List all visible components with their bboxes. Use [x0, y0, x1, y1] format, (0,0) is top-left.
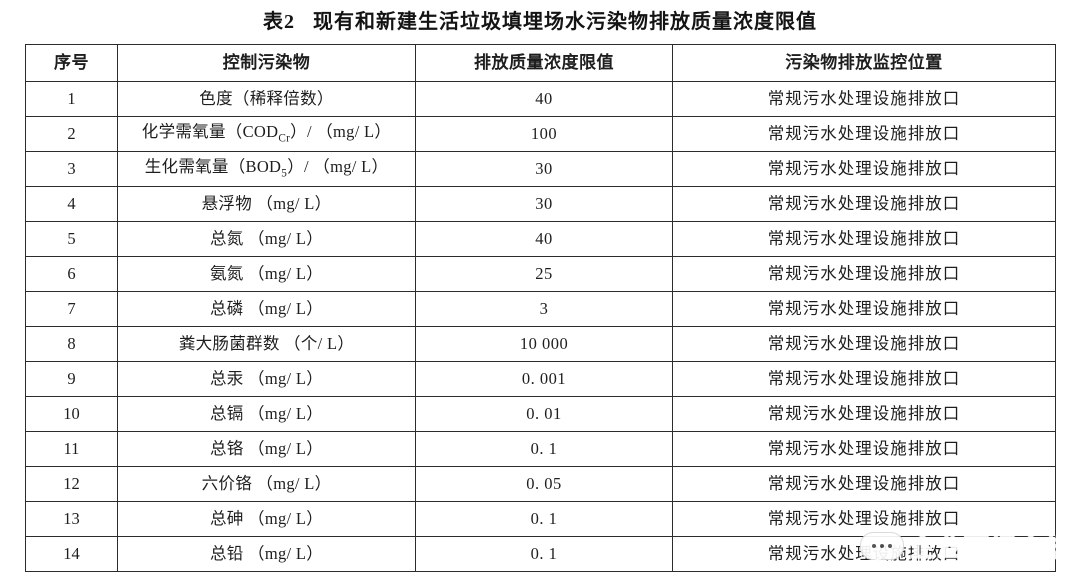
- table-title-text: 现有和新建生活垃圾填埋场水污染物排放质量浓度限值: [313, 11, 817, 33]
- cell-limit-value: 30: [415, 151, 673, 187]
- table-caption: 表2 现有和新建生活垃圾填埋场水污染物排放质量浓度限值: [0, 5, 1080, 34]
- cell-pollutant-name: 总磷 （mg/ L）: [117, 291, 416, 327]
- cell-limit-value: 25: [415, 256, 673, 292]
- table-row: 9 总汞 （mg/ L） 0. 001 常规污水处理设施排放口: [25, 361, 1056, 397]
- cell-sequence-number: 2: [25, 116, 118, 152]
- table-header-row: 序号 控制污染物 排放质量浓度限值 污染物排放监控位置: [25, 44, 1056, 82]
- cell-sequence-number: 6: [25, 256, 118, 292]
- cell-limit-value: 0. 1: [415, 536, 673, 572]
- cell-sequence-number: 8: [25, 326, 118, 362]
- limits-table-container: 序号 控制污染物 排放质量浓度限值 污染物排放监控位置 1 色度（稀释倍数） 40 常…: [25, 44, 1056, 572]
- cell-monitoring-site: 常规污水处理设施排放口: [672, 431, 1056, 467]
- pollutant-name-subscript: 5: [281, 167, 288, 180]
- table-row: 11 总铬 （mg/ L） 0. 1 常规污水处理设施排放口: [25, 431, 1056, 467]
- cell-sequence-number: 11: [25, 431, 118, 467]
- cell-monitoring-site: 常规污水处理设施排放口: [672, 396, 1056, 432]
- column-header-limit: 排放质量浓度限值: [415, 44, 673, 82]
- pollutant-name-prefix: 生化需氧量（BOD: [144, 157, 282, 177]
- cell-monitoring-site: 常规污水处理设施排放口: [672, 326, 1056, 362]
- cell-pollutant-name: 色度（稀释倍数）: [117, 81, 416, 117]
- table-row: 10 总镉 （mg/ L） 0. 01 常规污水处理设施排放口: [25, 396, 1056, 432]
- cell-limit-value: 40: [415, 221, 673, 257]
- column-header-pollutant: 控制污染物: [117, 44, 416, 82]
- cell-pollutant-name: 悬浮物 （mg/ L）: [117, 186, 416, 222]
- table-row: 13 总砷 （mg/ L） 0. 1 常规污水处理设施排放口: [25, 501, 1056, 537]
- cell-sequence-number: 1: [25, 81, 118, 117]
- cell-monitoring-site: 常规污水处理设施排放口: [672, 536, 1056, 572]
- cell-pollutant-name: 总铅 （mg/ L）: [117, 536, 416, 572]
- table-body: 1 色度（稀释倍数） 40 常规污水处理设施排放口 2 化学需氧量（CODCr）/ （mg…: [25, 81, 1056, 572]
- table-row: 5 总氮 （mg/ L） 40 常规污水处理设施排放口: [25, 221, 1056, 257]
- cell-pollutant-name: 化学需氧量（CODCr）/ （mg/ L）: [117, 116, 416, 152]
- cell-sequence-number: 3: [25, 151, 118, 187]
- cell-sequence-number: 7: [25, 291, 118, 327]
- cell-limit-value: 10 000: [415, 326, 673, 362]
- cell-sequence-number: 5: [25, 221, 118, 257]
- cell-monitoring-site: 常规污水处理设施排放口: [672, 186, 1056, 222]
- table-number: 表2: [263, 11, 295, 33]
- table-row: 3 生化需氧量（BOD5）/ （mg/ L） 30 常规污水处理设施排放口: [25, 151, 1056, 187]
- table-row: 12 六价铬 （mg/ L） 0. 05 常规污水处理设施排放口: [25, 466, 1056, 502]
- cell-pollutant-name: 粪大肠菌群数 （个/ L）: [117, 326, 416, 362]
- cell-sequence-number: 4: [25, 186, 118, 222]
- cell-monitoring-site: 常规污水处理设施排放口: [672, 291, 1056, 327]
- cell-limit-value: 0. 001: [415, 361, 673, 397]
- table-row: 2 化学需氧量（CODCr）/ （mg/ L） 100 常规污水处理设施排放口: [25, 116, 1056, 152]
- pollutant-name-prefix: 化学需氧量（COD: [141, 122, 279, 142]
- cell-limit-value: 0. 1: [415, 431, 673, 467]
- cell-pollutant-name: 总砷 （mg/ L）: [117, 501, 416, 537]
- cell-sequence-number: 10: [25, 396, 118, 432]
- table-row: 1 色度（稀释倍数） 40 常规污水处理设施排放口: [25, 81, 1056, 117]
- pollutant-name-suffix: ）/ （mg/ L）: [290, 122, 392, 142]
- table-row: 8 粪大肠菌群数 （个/ L） 10 000 常规污水处理设施排放口: [25, 326, 1056, 362]
- table-row: 14 总铅 （mg/ L） 0. 1 常规污水处理设施排放口: [25, 536, 1056, 572]
- column-header-site: 污染物排放监控位置: [672, 44, 1056, 82]
- cell-pollutant-name: 总氮 （mg/ L）: [117, 221, 416, 257]
- cell-limit-value: 0. 05: [415, 466, 673, 502]
- pollutant-name-suffix: ）/ （mg/ L）: [287, 157, 389, 177]
- cell-monitoring-site: 常规污水处理设施排放口: [672, 221, 1056, 257]
- cell-monitoring-site: 常规污水处理设施排放口: [672, 116, 1056, 152]
- cell-limit-value: 40: [415, 81, 673, 117]
- cell-pollutant-name: 总汞 （mg/ L）: [117, 361, 416, 397]
- cell-pollutant-name: 氨氮 （mg/ L）: [117, 256, 416, 292]
- table-row: 4 悬浮物 （mg/ L） 30 常规污水处理设施排放口: [25, 186, 1056, 222]
- cell-limit-value: 30: [415, 186, 673, 222]
- column-header-no: 序号: [25, 44, 118, 82]
- cell-limit-value: 3: [415, 291, 673, 327]
- cell-sequence-number: 9: [25, 361, 118, 397]
- pollutant-name-subscript: Cr: [278, 132, 291, 145]
- cell-limit-value: 0. 1: [415, 501, 673, 537]
- cell-monitoring-site: 常规污水处理设施排放口: [672, 81, 1056, 117]
- cell-monitoring-site: 常规污水处理设施排放口: [672, 361, 1056, 397]
- pollutant-limits-table: 序号 控制污染物 排放质量浓度限值 污染物排放监控位置 1 色度（稀释倍数） 40 常…: [25, 44, 1056, 572]
- cell-sequence-number: 13: [25, 501, 118, 537]
- cell-monitoring-site: 常规污水处理设施排放口: [672, 501, 1056, 537]
- cell-sequence-number: 14: [25, 536, 118, 572]
- table-row: 6 氨氮 （mg/ L） 25 常规污水处理设施排放口: [25, 256, 1056, 292]
- cell-pollutant-name: 六价铬 （mg/ L）: [117, 466, 416, 502]
- table-row: 7 总磷 （mg/ L） 3 常规污水处理设施排放口: [25, 291, 1056, 327]
- cell-monitoring-site: 常规污水处理设施排放口: [672, 256, 1056, 292]
- cell-pollutant-name: 生化需氧量（BOD5）/ （mg/ L）: [117, 151, 416, 187]
- cell-pollutant-name: 总铬 （mg/ L）: [117, 431, 416, 467]
- cell-pollutant-name: 总镉 （mg/ L）: [117, 396, 416, 432]
- cell-limit-value: 100: [415, 116, 673, 152]
- cell-limit-value: 0. 01: [415, 396, 673, 432]
- cell-sequence-number: 12: [25, 466, 118, 502]
- table-header: 序号 控制污染物 排放质量浓度限值 污染物排放监控位置: [25, 44, 1056, 82]
- cell-monitoring-site: 常规污水处理设施排放口: [672, 151, 1056, 187]
- cell-monitoring-site: 常规污水处理设施排放口: [672, 466, 1056, 502]
